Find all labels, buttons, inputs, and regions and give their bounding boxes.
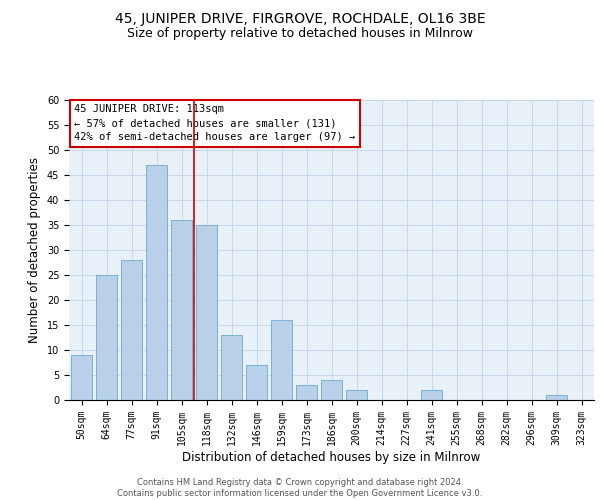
Bar: [321, 380, 342, 400]
X-axis label: Distribution of detached houses by size in Milnrow: Distribution of detached houses by size …: [182, 450, 481, 464]
Text: 45, JUNIPER DRIVE, FIRGROVE, ROCHDALE, OL16 3BE: 45, JUNIPER DRIVE, FIRGROVE, ROCHDALE, O…: [115, 12, 485, 26]
Bar: [271, 320, 292, 400]
Bar: [96, 275, 117, 400]
Y-axis label: Number of detached properties: Number of detached properties: [28, 157, 41, 343]
Bar: [546, 395, 567, 400]
Bar: [221, 335, 242, 400]
Bar: [346, 390, 367, 400]
Text: 45 JUNIPER DRIVE: 113sqm
← 57% of detached houses are smaller (131)
42% of semi-: 45 JUNIPER DRIVE: 113sqm ← 57% of detach…: [74, 104, 355, 142]
Bar: [171, 220, 192, 400]
Bar: [296, 385, 317, 400]
Bar: [146, 165, 167, 400]
Bar: [196, 225, 217, 400]
Bar: [421, 390, 442, 400]
Text: Contains HM Land Registry data © Crown copyright and database right 2024.
Contai: Contains HM Land Registry data © Crown c…: [118, 478, 482, 498]
Text: Size of property relative to detached houses in Milnrow: Size of property relative to detached ho…: [127, 28, 473, 40]
Bar: [71, 355, 92, 400]
Bar: [246, 365, 267, 400]
Bar: [121, 260, 142, 400]
